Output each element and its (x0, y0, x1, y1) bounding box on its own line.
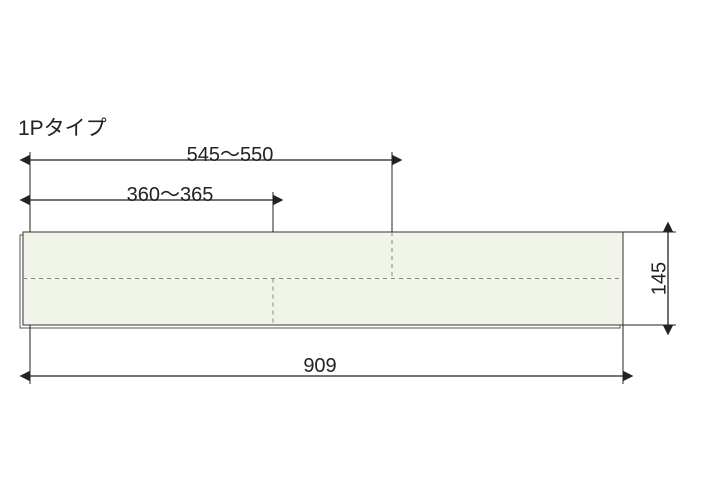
diagram-svg (0, 0, 726, 500)
diagram-stage: 1Pタイプ 545～550 360～365 909 145 (0, 0, 726, 500)
